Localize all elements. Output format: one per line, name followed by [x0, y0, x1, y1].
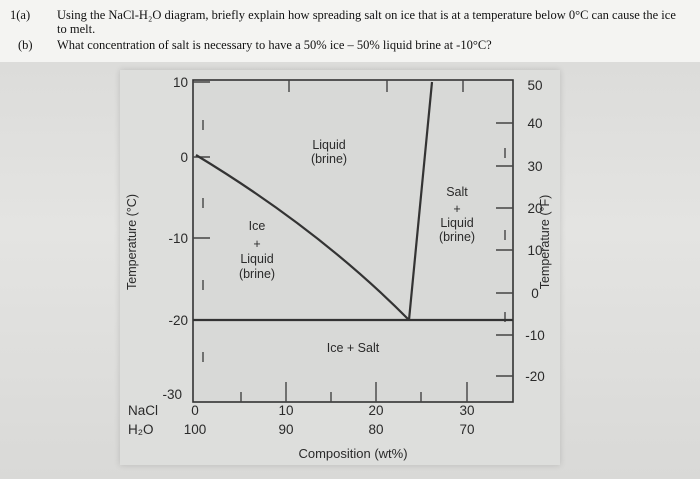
- h2o-tick-label-90: 90: [278, 422, 293, 437]
- right-tick-label-10: 10: [527, 243, 542, 258]
- region-ice-liquid-line1: Ice: [249, 219, 266, 233]
- left-tick-label-10: 10: [173, 75, 188, 90]
- region-ice-liquid-line2: +: [253, 237, 260, 251]
- left-axis-label: Temperature (°C): [125, 194, 139, 290]
- x-axis-label: Composition (wt%): [298, 446, 407, 461]
- phase-diagram-figure: Liquid (brine) Ice + Liquid (brine) Salt…: [120, 70, 560, 465]
- question-1a-text: Using the NaCl-H₂O diagram, briefly expl…: [57, 8, 676, 36]
- right-tick-label-40: 40: [527, 116, 542, 131]
- region-salt-liquid-line2: +: [453, 202, 460, 216]
- right-tick-label-0: 0: [531, 286, 539, 301]
- region-liquid-line2: (brine): [311, 152, 347, 166]
- question-block: 1(a) Using the NaCl-H₂O diagram, briefly…: [0, 0, 700, 62]
- nacl-tick-label-20: 20: [368, 403, 383, 418]
- question-1b-text: What concentration of salt is necessary …: [57, 38, 492, 52]
- right-tick-label-20: 20: [527, 201, 542, 216]
- liquidus-salt-line: [407, 81, 434, 321]
- question-1b-number: (b): [18, 38, 33, 52]
- h2o-row-label: H₂O: [128, 422, 154, 437]
- h2o-tick-label-100: 100: [184, 422, 207, 437]
- region-ice-salt: Ice + Salt: [327, 341, 380, 355]
- h2o-tick-label-80: 80: [368, 422, 383, 437]
- right-tick-label-30: 30: [527, 159, 542, 174]
- region-salt-liquid-line1: Salt: [446, 185, 468, 199]
- right-tick-label-50: 50: [527, 78, 542, 93]
- left-tick-label-0: 0: [180, 150, 188, 165]
- left-tick-label-minus20: -20: [168, 313, 188, 328]
- left-tick-label-minus10: -10: [168, 231, 188, 246]
- region-liquid-line1: Liquid: [312, 138, 345, 152]
- liquidus-ice-curve: [195, 154, 410, 321]
- right-tick-label-minus20: -20: [525, 369, 545, 384]
- region-salt-liquid-line3: Liquid: [440, 216, 473, 230]
- region-salt-liquid-line4: (brine): [439, 230, 475, 244]
- plot-frame: [192, 79, 514, 403]
- right-axis-label: Temperature (°F): [538, 195, 552, 290]
- left-tick-label-minus30: -30: [162, 387, 182, 402]
- nacl-tick-label-0: 0: [191, 403, 199, 418]
- right-tick-label-minus10: -10: [525, 328, 545, 343]
- nacl-tick-label-10: 10: [278, 403, 293, 418]
- phase-diagram-svg: Liquid (brine) Ice + Liquid (brine) Salt…: [125, 75, 552, 461]
- nacl-row-label: NaCl: [128, 403, 158, 418]
- h2o-tick-label-70: 70: [459, 422, 474, 437]
- question-1a-number: 1(a): [10, 8, 31, 22]
- region-ice-liquid-line3: Liquid: [240, 252, 273, 266]
- nacl-tick-label-30: 30: [459, 403, 474, 418]
- region-ice-liquid-line4: (brine): [239, 267, 275, 281]
